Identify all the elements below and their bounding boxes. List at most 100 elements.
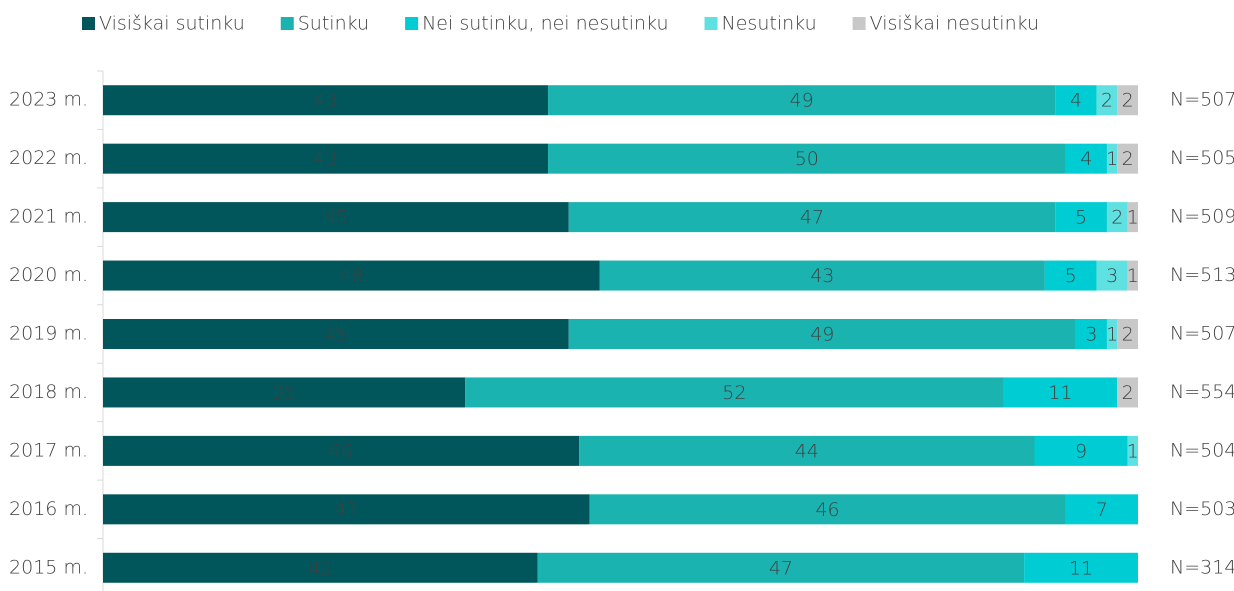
bar-segment xyxy=(465,377,1004,408)
bar-segment xyxy=(1106,319,1118,349)
bar-segment xyxy=(1065,494,1138,525)
sample-size: N=513 xyxy=(1170,264,1234,286)
data-label: 2 xyxy=(1122,382,1134,404)
data-label: 1 xyxy=(1127,207,1139,229)
data-label: 9 xyxy=(1075,440,1087,462)
data-label: 2 xyxy=(1122,148,1134,170)
sample-size: N=554 xyxy=(1170,381,1234,403)
data-label: 43 xyxy=(313,148,337,170)
data-label: 45 xyxy=(324,324,348,346)
data-label: 2 xyxy=(1111,207,1123,229)
bar-segment xyxy=(568,319,1076,349)
legend-swatch xyxy=(280,17,294,30)
sample-size: N=503 xyxy=(1170,498,1234,520)
bar-segment xyxy=(1127,202,1138,233)
data-label: 42 xyxy=(308,557,332,579)
data-label: 3 xyxy=(1085,324,1097,346)
data-label: 35 xyxy=(272,382,296,404)
bar-segment xyxy=(1034,435,1128,466)
data-label: 2 xyxy=(1101,90,1113,112)
y-tick-label: 2022 m. xyxy=(9,147,88,169)
data-label: 1 xyxy=(1127,440,1139,462)
y-tick-label: 2015 m. xyxy=(9,556,88,578)
y-tick-label: 2019 m. xyxy=(9,323,88,345)
bar-segment xyxy=(1055,85,1097,116)
bar-segment xyxy=(103,435,580,466)
y-tick-label: 2018 m. xyxy=(9,381,88,403)
data-label: 47 xyxy=(334,499,358,521)
legend-swatch xyxy=(82,17,95,30)
bar-segment xyxy=(599,260,1045,291)
data-label: 47 xyxy=(769,557,793,579)
sample-size: N=505 xyxy=(1170,147,1234,169)
data-label: 43 xyxy=(810,265,834,287)
bar-segment xyxy=(103,377,466,408)
data-label: 45 xyxy=(324,207,348,229)
y-tick-label: 2017 m. xyxy=(9,439,88,461)
data-label: 49 xyxy=(790,90,814,112)
bar-segment xyxy=(1117,85,1138,116)
bar-segment xyxy=(1127,435,1138,466)
sample-size: N=314 xyxy=(1170,556,1234,578)
data-label: 1 xyxy=(1106,148,1118,170)
bar-segment xyxy=(1117,143,1138,174)
data-label: 50 xyxy=(795,148,819,170)
bar-segment xyxy=(1024,552,1138,583)
bar-segment xyxy=(579,435,1035,466)
data-label: 5 xyxy=(1065,265,1077,287)
bar-segment xyxy=(1117,377,1138,408)
bar-segment xyxy=(548,143,1066,174)
bar-segment xyxy=(103,319,569,349)
data-label: 43 xyxy=(313,90,337,112)
legend-swatch xyxy=(852,17,866,30)
bar-segment xyxy=(1065,143,1107,174)
data-label: 44 xyxy=(795,440,819,462)
y-tick-label: 2023 m. xyxy=(9,89,88,111)
legend-label: Sutinku xyxy=(298,13,369,35)
y-tick-label: 2016 m. xyxy=(9,498,88,520)
data-label: 52 xyxy=(722,382,746,404)
bar-segment xyxy=(1055,202,1107,233)
legend-label: Visiškai nesutinku xyxy=(870,13,1039,35)
bar-segment xyxy=(103,260,600,291)
data-label: 1 xyxy=(1106,324,1118,346)
bar-segment xyxy=(103,143,549,174)
data-label: 11 xyxy=(1069,557,1093,579)
legend-label: Nei sutinku, nei nesutinku xyxy=(422,13,668,35)
bar-segment xyxy=(548,85,1056,116)
bar-segment xyxy=(1096,85,1118,116)
sample-size: N=509 xyxy=(1170,206,1234,228)
data-label: 2 xyxy=(1122,90,1134,112)
bar-segment xyxy=(1106,143,1118,174)
data-label: 11 xyxy=(1048,382,1072,404)
data-label: 5 xyxy=(1075,207,1087,229)
data-label: 49 xyxy=(810,324,834,346)
legend-label: Visiškai sutinku xyxy=(99,13,245,35)
legend-label: Nesutinku xyxy=(722,13,817,35)
legend-swatch xyxy=(704,17,718,30)
data-label: 1 xyxy=(1127,265,1139,287)
bar-segment xyxy=(1044,260,1097,291)
data-label: 4 xyxy=(1070,90,1082,112)
bar-segment xyxy=(1075,319,1107,349)
data-label: 4 xyxy=(1080,148,1092,170)
sample-size: N=507 xyxy=(1170,323,1234,345)
bar-segment xyxy=(103,202,569,233)
legend-swatch xyxy=(405,17,419,30)
bar-segment xyxy=(1096,260,1128,291)
sample-size: N=504 xyxy=(1170,439,1234,461)
data-label: 46 xyxy=(329,440,353,462)
bar-segment xyxy=(1106,202,1128,233)
data-label: 48 xyxy=(339,265,363,287)
sample-size: N=507 xyxy=(1170,89,1234,111)
bar-segment xyxy=(537,552,1025,583)
bar-segment xyxy=(568,202,1056,233)
bar-segment xyxy=(1127,260,1138,291)
data-label: 2 xyxy=(1122,324,1134,346)
bar-segment xyxy=(589,494,1066,525)
data-label: 3 xyxy=(1106,265,1118,287)
y-tick-label: 2020 m. xyxy=(9,264,88,286)
bar-segment xyxy=(1003,377,1118,408)
bar-segment xyxy=(1117,319,1138,349)
